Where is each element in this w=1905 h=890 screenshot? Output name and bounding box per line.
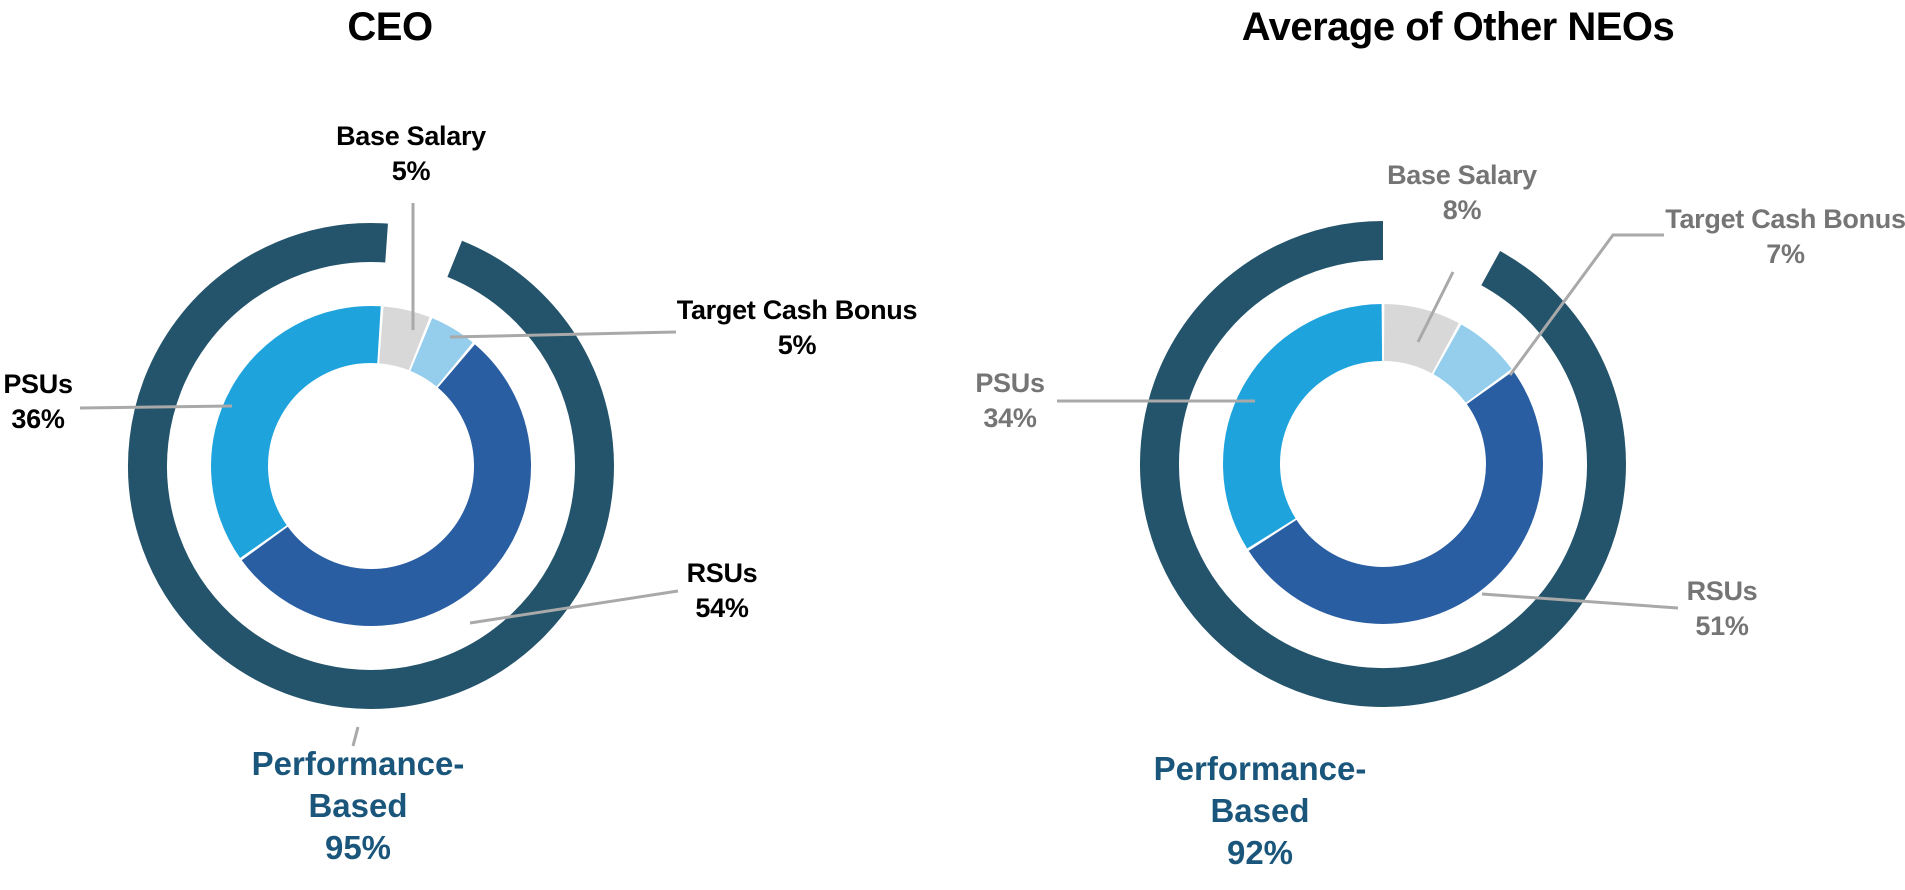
- label-pct: 36%: [11, 404, 65, 434]
- leader-line: [1481, 592, 1679, 610]
- label-pct: 34%: [983, 403, 1037, 433]
- label-pct: 8%: [1442, 195, 1482, 225]
- chart-title-ceo: CEO: [347, 5, 433, 49]
- label-text: PSUs: [975, 368, 1045, 398]
- outer-performance-ring: [1140, 221, 1626, 707]
- segment-arc-target-cash-bonus: [409, 318, 473, 388]
- label-psus-ceo: PSUs 36%: [0, 367, 76, 437]
- label-base-salary-neo: Base Salary 8%: [1372, 158, 1552, 228]
- label-base-salary-ceo: Base Salary 5%: [331, 119, 491, 189]
- leader-line: [351, 726, 360, 747]
- label-rsus-neo: RSUs 51%: [1647, 574, 1797, 644]
- label-performance-based-ceo: Performance- Based 95%: [233, 743, 483, 869]
- label-pct: 51%: [1695, 611, 1749, 641]
- label-performance-based-neo: Performance- Based 92%: [1135, 748, 1385, 874]
- label-pct: 7%: [1766, 239, 1805, 269]
- label-pct: 54%: [695, 593, 749, 623]
- label-text: Target Cash Bonus: [676, 295, 918, 325]
- segment-arc-psus: [211, 306, 381, 558]
- segment-arc-base-salary: [378, 306, 430, 371]
- performance-line2: Based: [1210, 792, 1310, 829]
- segment-arc-rsus: [241, 344, 531, 626]
- performance-line2: Based: [308, 787, 408, 824]
- label-text: PSUs: [3, 369, 73, 399]
- label-pct: 5%: [391, 156, 431, 186]
- segment-arc-base-salary: [1382, 304, 1459, 374]
- label-text: RSUs: [1686, 576, 1758, 606]
- label-text: Target Cash Bonus: [1665, 204, 1905, 234]
- segment-arc-rsus: [1248, 371, 1543, 624]
- label-pct: 5%: [777, 330, 817, 360]
- leader-line: [449, 330, 677, 339]
- label-rsus-ceo: RSUs 54%: [647, 556, 797, 626]
- label-psus-neo: PSUs 34%: [950, 366, 1070, 436]
- performance-pct: 95%: [324, 829, 392, 866]
- outer-performance-ring: [128, 223, 614, 709]
- label-text: Base Salary: [336, 121, 486, 151]
- segment-arc-target-cash-bonus: [1432, 324, 1512, 404]
- label-text: Base Salary: [1387, 160, 1537, 190]
- performance-pct: 92%: [1226, 834, 1294, 871]
- performance-line1: Performance-: [251, 745, 465, 782]
- label-target-cash-bonus-ceo: Target Cash Bonus 5%: [667, 293, 927, 363]
- performance-line1: Performance-: [1153, 750, 1367, 787]
- leader-line: [1416, 271, 1455, 343]
- leader-line: [469, 589, 679, 625]
- segment-arc-psus: [1223, 304, 1383, 549]
- chart-title-other-neos: Average of Other NEOs: [1241, 5, 1675, 49]
- leader-line: [1508, 233, 1664, 376]
- leader-line: [79, 404, 233, 410]
- label-target-cash-bonus-neo: Target Cash Bonus 7%: [1663, 202, 1905, 272]
- label-text: RSUs: [686, 558, 758, 588]
